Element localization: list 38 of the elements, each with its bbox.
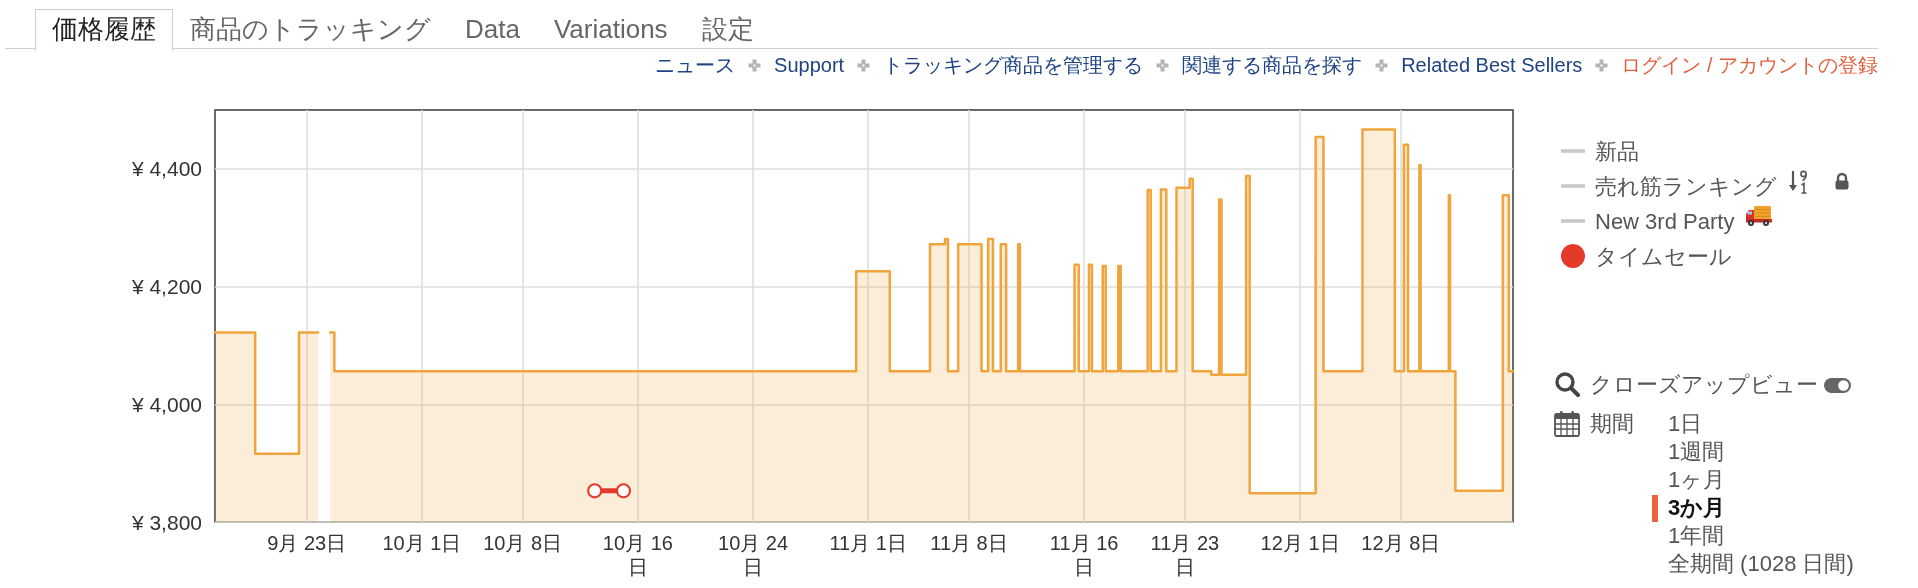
text: ログイン / アカウントの登録 <box>1621 52 1878 78</box>
text: ニュース <box>655 52 736 78</box>
legend-label: 新品 <box>1595 138 1639 164</box>
x-tick-label: 10月 16日 <box>602 532 673 578</box>
legend-label: タイムセール <box>1595 243 1732 269</box>
x-tick-label: 10月 1日 <box>382 532 462 554</box>
text: Support <box>774 53 845 77</box>
text: 3か月 <box>1668 494 1726 522</box>
x-tick-label: 10月 8日 <box>483 532 563 554</box>
text: 全期間 (1028 日間) <box>1668 550 1854 578</box>
x-tick-label: 12月 8日 <box>1361 532 1441 554</box>
text: 期間 <box>1590 410 1634 438</box>
text: Data <box>464 13 521 45</box>
text: 関連する商品を探す <box>1182 52 1363 78</box>
x-tick-label: 10月 24日 <box>718 532 789 578</box>
text: 価格履歴 <box>51 12 157 46</box>
x-tick-label: 12月 1日 <box>1260 532 1340 554</box>
x-tick-label: 11月 1日 <box>829 532 907 554</box>
y-tick-label: ¥ 4,400 <box>130 157 202 181</box>
text: クローズアップビュー <box>1590 372 1818 398</box>
text: 1年間 <box>1668 522 1725 550</box>
text: 商品のトラッキング <box>189 12 432 46</box>
x-tick-label: 9月 23日 <box>267 532 347 554</box>
x-tick-label: 11月 16日 <box>1049 532 1119 578</box>
x-tick-label: 11月 8日 <box>930 532 1008 554</box>
text: 1週間 <box>1668 438 1725 466</box>
legend-label: 売れ筋ランキング <box>1595 173 1777 199</box>
y-tick-label: ¥ 3,800 <box>130 510 202 534</box>
text: 1日 <box>1668 410 1703 438</box>
y-tick-label: ¥ 4,200 <box>130 275 202 299</box>
y-tick-label: ¥ 4,000 <box>130 392 202 416</box>
legend-label: New 3rd Party <box>1595 208 1735 234</box>
text: Related Best Sellers <box>1401 53 1583 77</box>
x-tick-label: 11月 23日 <box>1150 532 1220 578</box>
text: トラッキング商品を管理する <box>883 52 1144 78</box>
text: Variations <box>552 13 669 45</box>
text: 1ヶ月 <box>1668 466 1726 494</box>
text: 設定 <box>700 12 755 46</box>
